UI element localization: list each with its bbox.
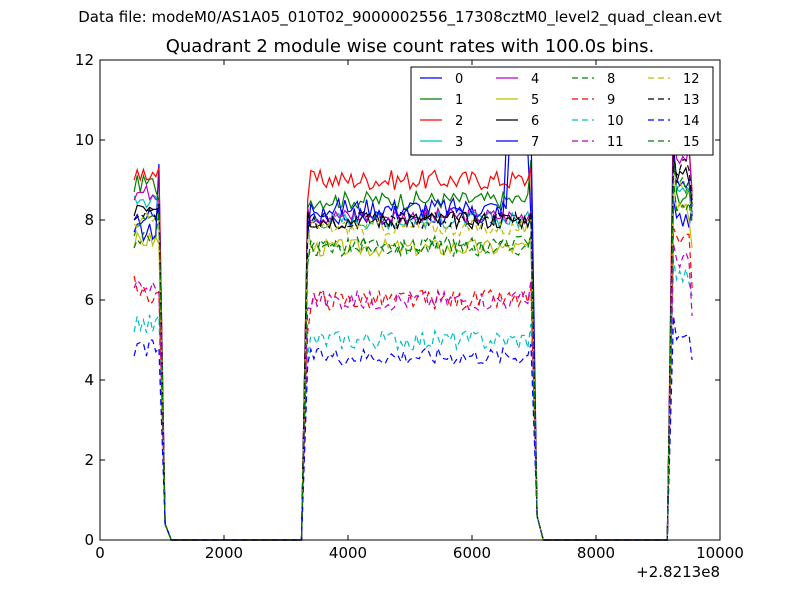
y-tick-label: 10 <box>75 131 94 149</box>
legend-label-1: 1 <box>455 93 463 108</box>
y-tick-label: 0 <box>84 531 94 549</box>
legend-label-3: 3 <box>455 135 463 150</box>
series-line-15 <box>133 179 693 541</box>
legend-label-12: 12 <box>683 72 700 87</box>
series-line-12 <box>133 171 693 541</box>
x-offset-label: +2.8213e8 <box>636 563 720 581</box>
legend-label-13: 13 <box>683 93 700 108</box>
series-line-4 <box>133 123 693 541</box>
x-tick-label: 10000 <box>696 544 744 562</box>
legend-label-7: 7 <box>531 135 539 150</box>
legend-label-15: 15 <box>683 135 700 150</box>
series-line-6 <box>133 151 693 541</box>
series-line-8 <box>133 159 693 541</box>
legend-label-11: 11 <box>607 135 624 150</box>
legend-label-10: 10 <box>607 114 624 129</box>
y-tick-label: 2 <box>84 451 94 469</box>
series-layer <box>133 99 693 541</box>
y-tick-label: 8 <box>84 211 94 229</box>
x-tick-label: 6000 <box>453 544 491 562</box>
series-line-3 <box>133 163 693 541</box>
series-line-5 <box>133 179 693 541</box>
series-line-0 <box>133 140 693 541</box>
x-tick-label: 8000 <box>577 544 615 562</box>
legend-label-2: 2 <box>455 114 463 129</box>
legend-label-6: 6 <box>531 114 539 129</box>
series-line-2 <box>133 99 693 541</box>
y-tick-label: 4 <box>84 371 94 389</box>
legend-box <box>410 66 714 156</box>
series-line-10 <box>133 259 693 541</box>
x-tick-label: 0 <box>95 544 105 562</box>
legend-label-0: 0 <box>455 72 463 87</box>
legend-label-8: 8 <box>607 72 615 87</box>
x-tick-label: 2000 <box>205 544 243 562</box>
series-line-14 <box>133 315 693 541</box>
legend-label-5: 5 <box>531 93 539 108</box>
legend-label-4: 4 <box>531 72 539 87</box>
y-tick-label: 6 <box>84 291 94 309</box>
figure-suptitle: Data file: modeM0/AS1A05_010T02_90000025… <box>78 8 722 26</box>
y-tick-label: 12 <box>75 51 94 69</box>
series-line-11 <box>133 243 693 541</box>
series-line-9 <box>133 227 693 541</box>
chart-title: Quadrant 2 module wise count rates with … <box>165 36 655 57</box>
x-tick-label: 4000 <box>329 544 367 562</box>
series-line-1 <box>133 151 693 541</box>
legend-label-9: 9 <box>607 93 615 108</box>
legend-label-14: 14 <box>683 114 700 129</box>
series-line-13 <box>133 151 693 541</box>
